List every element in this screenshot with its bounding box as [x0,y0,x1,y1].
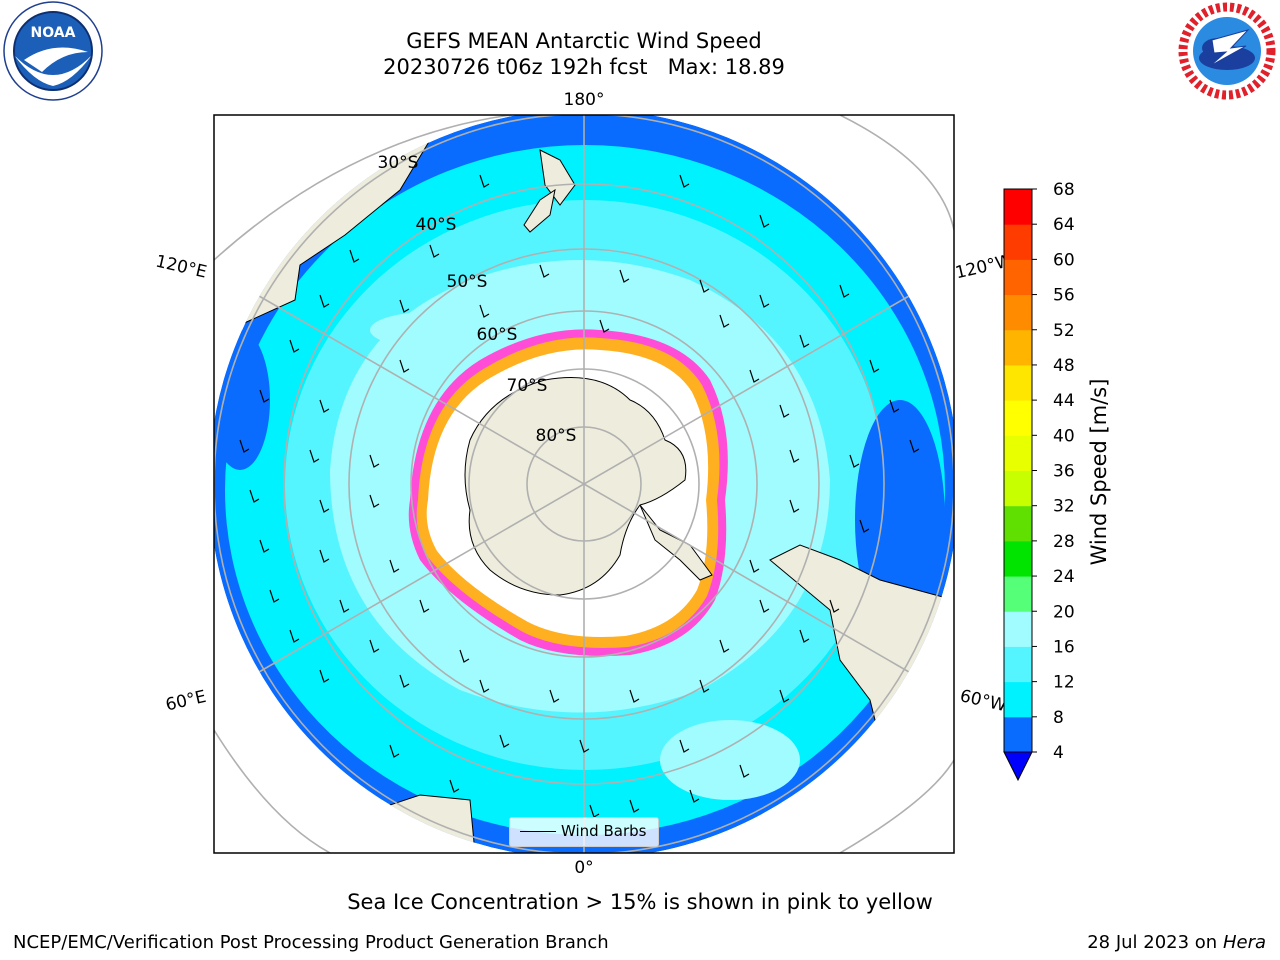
colorbar-tick-label: 64 [1053,215,1075,235]
legend-line-sample [520,831,556,832]
wind-speed-field [214,115,954,853]
colorbar-tick-label: 36 [1053,462,1075,482]
colorbar-segment [1004,294,1032,331]
colorbar-segment [1004,189,1032,225]
legend-label: Wind Barbs [561,822,647,840]
noaa-logo-text: NOAA [31,25,76,41]
map-border [213,114,955,854]
noaa-logo: NOAA [3,1,103,101]
colorbar-tick-label: 4 [1053,743,1064,763]
colorbar-tick-label: 68 [1053,180,1075,200]
footer-machine: Hera [1222,932,1266,953]
national-weather-service-logo [1178,2,1276,100]
label-70s: 70°S [507,376,548,396]
label-0: 0° [574,858,593,878]
colorbar-segment [1004,540,1032,577]
colorbar-extend-arrow [1003,751,1033,782]
colorbar-tick-label: 12 [1053,673,1075,693]
label-60e: 60°E [164,687,208,716]
colorbar-tick-label: 52 [1053,321,1075,341]
colorbar-tick-label: 48 [1053,356,1075,376]
colorbar-segment [1004,470,1032,507]
chart-subtitle: 20230726 t06z 192h fcst Max: 18.89 [383,55,785,79]
colorbar-tick-label: 28 [1053,532,1075,552]
footer-date: 28 Jul 2023 on Hera [1087,932,1266,953]
footer-credit: NCEP/EMC/Verification Post Processing Pr… [13,932,609,953]
label-60s: 60°S [477,325,518,345]
label-50s: 50°S [447,272,488,292]
colorbar-segment [1004,435,1032,471]
colorbar-segment [1004,364,1032,401]
colorbar-tick-label: 8 [1053,708,1064,728]
colorbar-tick-label: 32 [1053,497,1075,517]
colorbar-tick-label: 56 [1053,286,1075,306]
colorbar-segment [1004,224,1032,260]
colorbar-segment [1004,505,1032,542]
colorbar-tick-label: 40 [1053,426,1075,446]
colorbar-segment [1004,329,1032,366]
colorbar-tick-label: 44 [1053,391,1075,411]
colorbar-segment [1004,611,1032,647]
colorbar-segment [1004,259,1032,296]
graticule [214,115,954,853]
map-legend: Wind Barbs [509,817,659,847]
colorbar-tick-label: 60 [1053,250,1075,270]
label-120e: 120°E [154,252,209,283]
colorbar-segment [1004,681,1032,718]
label-30s: 30°S [378,153,419,173]
label-80s: 80°S [536,426,577,446]
label-40s: 40°S [416,215,457,235]
footer-date-text: 28 Jul 2023 on [1087,932,1218,953]
colorbar-segment [1004,576,1032,612]
colorbar-segment [1004,400,1032,436]
colorbar-tick-label: 20 [1053,602,1075,622]
sea-ice-note: Sea Ice Concentration > 15% is shown in … [347,890,933,914]
colorbar-segment [1004,646,1032,683]
chart-title: GEFS MEAN Antarctic Wind Speed [406,29,762,53]
colorbar-segment [1004,716,1032,753]
label-180: 180° [564,90,605,110]
label-60w: 60°W [958,686,1008,716]
colorbar-tick-label: 24 [1053,567,1075,587]
colorbar-label: Wind Speed [m/s] [1087,379,1111,566]
colorbar-tick-label: 16 [1053,637,1075,657]
wind-barbs [239,174,920,818]
